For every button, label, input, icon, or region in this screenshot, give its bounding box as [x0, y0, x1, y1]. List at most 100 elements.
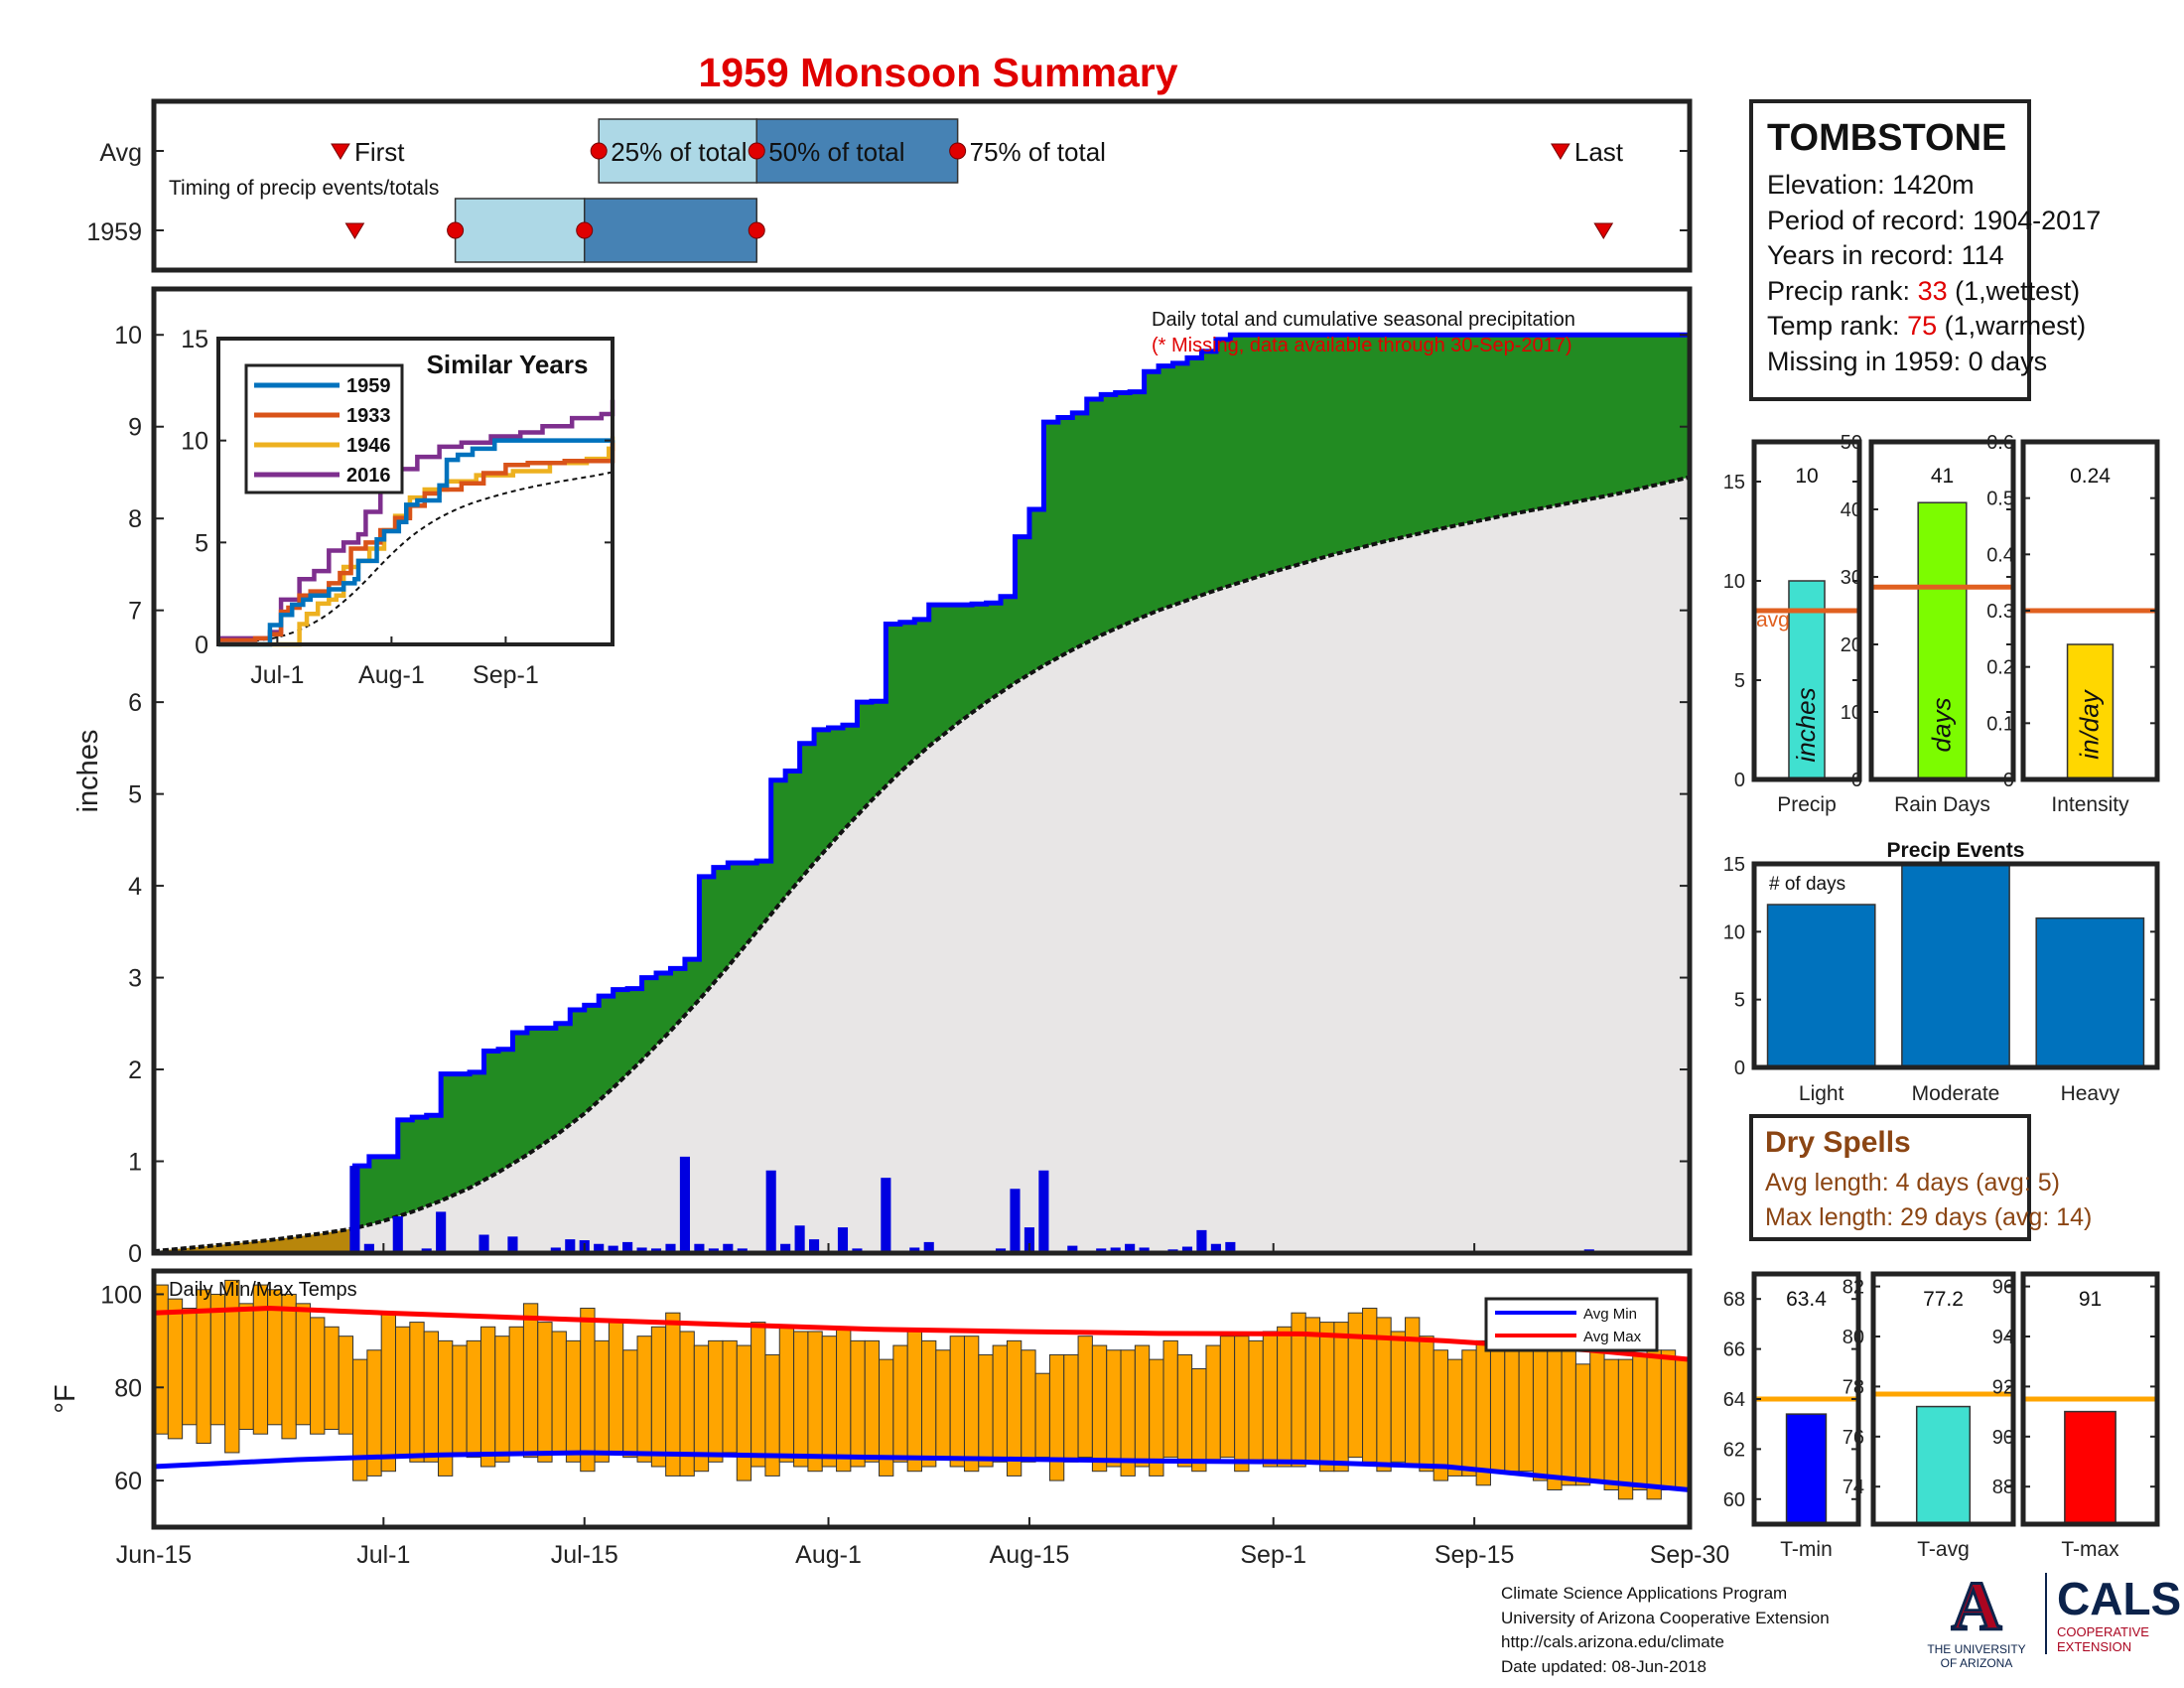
- daily-temp-bar: [1547, 1344, 1563, 1490]
- y-tick-label: 96: [1992, 1277, 2014, 1299]
- daily-temp-bar: [1219, 1336, 1236, 1459]
- daily-temp-bar: [352, 1358, 368, 1481]
- y-tick-label: 0.6: [1986, 432, 2014, 454]
- daily-temp-bar: [1120, 1349, 1136, 1477]
- value-bar: [1785, 1413, 1828, 1525]
- missing-text: Missing in 1959: 0 days: [1767, 346, 2048, 376]
- legend-box: [1484, 1297, 1659, 1352]
- daily-temp-bar: [1433, 1349, 1448, 1481]
- credits-date: Date updated: 08-Jun-2018: [1501, 1656, 1706, 1676]
- x-tick-label: Aug-1: [795, 1541, 862, 1569]
- daily-precip-bar: [723, 1243, 734, 1253]
- daily-precip-bar: [349, 1166, 360, 1253]
- y-tick-label: 0: [2003, 770, 2014, 791]
- daily-temp-bar: [1504, 1339, 1520, 1473]
- daily-precip-bar: [636, 1247, 647, 1253]
- summary-panel-intensity: 0 0.1 0.2 0.3 0.4 0.5 0.6 0.24 Intensity in/day: [1986, 432, 2160, 816]
- y-tick-label: 60: [114, 1468, 142, 1495]
- inset-title: Similar Years: [427, 350, 589, 379]
- station-info-box: TOMBSTONE Elevation: 1420m Period of rec…: [1749, 99, 2101, 401]
- y-tick-label: 88: [1992, 1477, 2014, 1498]
- cumulative-precip-chart: 0 1 2 3 4 5 6 7 8 9 10 inches Daily total and cumula…: [72, 286, 1693, 1268]
- daily-precip-bar: [1196, 1229, 1207, 1253]
- y-tick-label: 20: [1841, 634, 1862, 656]
- daily-temp-bar: [1603, 1358, 1619, 1490]
- daily-temp-bar: [1632, 1353, 1648, 1490]
- daily-temp-bar: [1333, 1322, 1349, 1473]
- daily-temp-bar: [494, 1336, 510, 1463]
- y-tick-label: 100: [100, 1281, 142, 1309]
- y-tick-label: 2: [128, 1056, 142, 1084]
- events-frame: [1751, 861, 2160, 1070]
- daily-temp-bar: [580, 1308, 596, 1473]
- daily-precip-bar: [694, 1243, 705, 1253]
- y-axis-label: inches: [72, 730, 104, 813]
- daily-precip-bar: [881, 1178, 891, 1253]
- y-tick-label: 50: [1841, 432, 1862, 454]
- daily-temp-bar: [224, 1279, 240, 1454]
- x-tick-label: Sep-30: [1650, 1541, 1730, 1569]
- daily-temp-bar: [1390, 1331, 1407, 1463]
- y-tick-label: 15: [1723, 854, 1745, 876]
- precip-events-chart: Light Moderate Heavy 0 5 10 15 Precip Events # o…: [1723, 839, 2160, 1105]
- last-label: Last: [1574, 137, 1624, 167]
- row-label-1959: 1959: [86, 218, 142, 246]
- daily-temp-bar: [778, 1326, 795, 1463]
- daily-precip-bar: [794, 1225, 805, 1253]
- daily-precip-bar: [780, 1243, 791, 1253]
- y-tick-label: 5: [1734, 670, 1745, 692]
- daily-temp-bar: [906, 1331, 922, 1473]
- y-tick-label: 15: [1723, 472, 1745, 493]
- credits-url: http://cals.arizona.edu/climate: [1501, 1632, 1724, 1651]
- plot-frame: [151, 286, 1693, 1256]
- daily-precip-bar: [565, 1239, 576, 1253]
- temp-rank-value: 75: [1907, 311, 1938, 341]
- y-tick-label: 80: [1843, 1327, 1864, 1348]
- daily-temp-bar: [1376, 1317, 1392, 1473]
- daily-temp-bar: [751, 1322, 766, 1468]
- y-tick-label: 68: [1723, 1289, 1745, 1311]
- daily-precip-bar: [679, 1156, 691, 1253]
- credits-line: Climate Science Applications Program: [1501, 1584, 1788, 1603]
- y-tick-label: 0.4: [1986, 544, 2014, 566]
- events-ylabel: # of days: [1769, 874, 1845, 895]
- y1959-quantile-marker: [447, 221, 465, 239]
- legend-label: 1946: [346, 435, 391, 457]
- cals-logo: CALS COOPERATIVE EXTENSION: [2045, 1573, 2181, 1654]
- x-tick-label: Jul-15: [551, 1541, 618, 1569]
- daily-temp-bar: [1021, 1349, 1036, 1463]
- temp-rank-note: (1,warmest): [1944, 311, 2087, 341]
- daily-temp-bar: [1091, 1344, 1108, 1473]
- daily-temp-bar: [650, 1326, 667, 1468]
- average-cumulative-line: [153, 475, 1691, 1254]
- dry-max-length: Max length: 29 days (avg: 14): [1765, 1203, 2093, 1231]
- y1959-last-marker: [1593, 222, 1614, 239]
- y-tick-label: 3: [128, 965, 142, 993]
- event-bar-light: [1766, 904, 1876, 1068]
- avg-q2-box: [755, 118, 959, 184]
- daily-temp-bar: [338, 1336, 354, 1435]
- temp-panel-t-avg: 74 76 78 80 82 77.2 T-avg: [1843, 1271, 2016, 1561]
- y-tick-label: 0.5: [1986, 489, 2014, 510]
- dry-avg-length: Avg length: 4 days (avg: 5): [1765, 1169, 2060, 1196]
- daily-precip-bar: [622, 1241, 633, 1253]
- y-tick-label: 9: [128, 414, 142, 442]
- panel-frame: [2020, 1271, 2160, 1527]
- dry-spells-box: Dry Spells Avg length: 4 days (avg: 5) M…: [1749, 1114, 2093, 1241]
- y-tick-label: 0: [1851, 770, 1862, 791]
- avg-label: avg: [1756, 609, 1790, 632]
- y-tick-label: 5: [128, 781, 142, 809]
- daily-precip-bar: [809, 1239, 820, 1253]
- panel-frame: [1868, 439, 2016, 782]
- x-tick-label: Jun-15: [116, 1541, 192, 1569]
- y-tick-label: 0.3: [1986, 601, 2014, 623]
- avg-q1-box: [598, 118, 757, 184]
- value-label: 10: [1795, 465, 1818, 488]
- daily-precip-bar: [1210, 1243, 1221, 1253]
- daily-temp-bar: [1319, 1322, 1335, 1473]
- years-text: Years in record: 114: [1767, 240, 2004, 270]
- y-tick-label: 15: [181, 326, 208, 353]
- daily-temp-bar: [793, 1331, 809, 1468]
